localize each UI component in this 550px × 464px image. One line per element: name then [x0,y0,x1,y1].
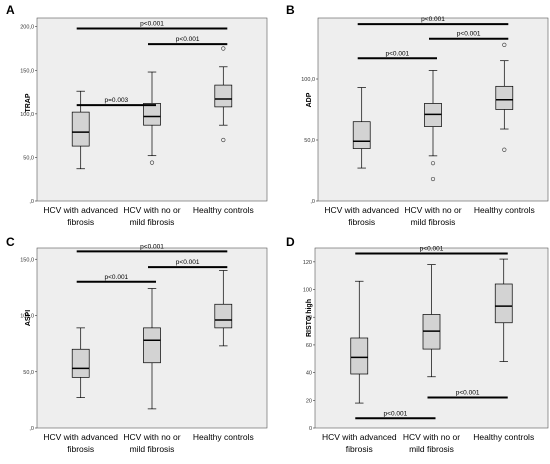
box-iqr [143,103,161,126]
y-tick-label: 50,0 [23,370,34,376]
category-label: fibrosis [67,444,94,454]
category-label: HCV with advanced [43,205,118,215]
box-2 [143,288,161,410]
box-2 [424,70,442,182]
outlier-point [430,161,436,166]
box-iqr [143,327,161,364]
outlier-point [502,147,507,152]
y-tick-label: 100,0 [20,314,34,320]
p-value-label: p<0.001 [420,246,444,253]
box-iqr [495,85,514,110]
category-label: HCV with no or [404,205,461,215]
y-axis-label: ASPI [25,310,32,326]
category-label: HCV with no or [123,432,180,442]
y-tick-label: ,0 [29,199,34,205]
y-tick-label: 100 [303,288,312,294]
box-3 [214,46,233,143]
box-1 [352,87,371,169]
box-iqr [352,121,371,149]
category-label: Healthy controls [473,432,534,442]
box-iqr [350,337,369,375]
p-value-label: p<0.001 [176,259,200,266]
p-value-label: p<0.001 [386,50,410,57]
category-label: mild fibrosis [411,217,456,227]
y-tick-label: 100,0 [20,112,34,118]
category-label: mild fibrosis [130,217,175,227]
p-value-label: p=0.003 [105,97,129,104]
y-axis-label: TRAP [25,93,32,112]
y-tick-label: 60 [306,343,312,349]
outlier-point [221,46,226,51]
category-label: HCV with advanced [322,432,397,442]
box-iqr [214,84,233,108]
y-axis-label: ADP [306,92,313,107]
outlier-point [221,137,226,143]
p-value-label: p<0.001 [140,243,164,250]
p-value-label: p<0.001 [140,20,164,27]
box-1 [350,280,369,404]
category-label: mild fibrosis [409,444,454,454]
y-tick-label: 120 [303,260,312,266]
category-label: fibrosis [67,217,94,227]
category-label: HCV with advanced [324,205,399,215]
box-2 [422,264,441,378]
y-tick-label: 80 [306,315,312,321]
outlier-point [430,176,436,182]
box-3 [494,258,513,362]
box-iqr [214,303,233,329]
box-1 [71,327,90,398]
y-tick-label: ,0 [29,426,34,432]
y-tick-label: 200,0 [20,25,34,31]
category-label: Healthy controls [474,205,535,215]
y-tick-label: 150,0 [20,257,34,263]
panel-c: C ,0 50,0 100,0 150,0 ASPI p<0.001 p<0.001 p<0.0… [6,235,268,454]
category-label: fibrosis [348,217,375,227]
panel-d: D 0 20 40 60 80 100 120 RISTO high p<0.001 p<0.001… [286,235,549,454]
panel-letter: D [286,235,295,249]
y-tick-label: 150,0 [20,68,34,74]
category-label: mild fibrosis [130,444,175,454]
panel-letter: B [286,3,295,17]
category-label: fibrosis [346,444,373,454]
category-label: Healthy controls [193,432,254,442]
box-iqr [71,348,90,378]
y-tick-label: 0 [309,426,312,432]
panel-letter: A [6,3,15,17]
box-3 [214,270,233,347]
y-tick-label: 50,0 [23,155,34,161]
box-iqr [494,283,513,324]
category-label: HCV with no or [123,205,180,215]
y-tick-label: ,0 [310,199,315,205]
panel-b: B ,0 50,0 100,0 ADP p<0.001 p<0.001 p<0.001 HCV … [286,3,549,227]
y-tick-label: 40 [306,371,312,377]
y-tick-label: 50,0 [304,138,315,144]
category-label: HCV with no or [403,432,460,442]
outlier-point [149,160,155,165]
panel-a: A ,0 50,0 100,0 150,0 200,0 TRAP p=0.003 p<0.001… [6,3,268,227]
box-1 [71,90,90,170]
panel-letter: C [6,235,15,249]
outlier-point [502,42,507,47]
p-value-label: p<0.001 [105,274,129,281]
y-axis-label: RISTO high [306,299,313,337]
box-iqr [71,111,90,147]
box-2 [143,71,161,165]
y-tick-label: 20 [306,398,312,404]
y-tick-label: 100,0 [301,77,315,83]
box-3 [495,42,514,152]
category-label: HCV with advanced [43,432,118,442]
p-value-label: p<0.001 [176,36,200,43]
p-value-label: p<0.001 [421,16,445,23]
p-value-label: p<0.001 [457,31,481,38]
category-label: Healthy controls [193,205,254,215]
p-value-label: p<0.001 [456,390,480,397]
p-value-label: p<0.001 [384,410,408,417]
